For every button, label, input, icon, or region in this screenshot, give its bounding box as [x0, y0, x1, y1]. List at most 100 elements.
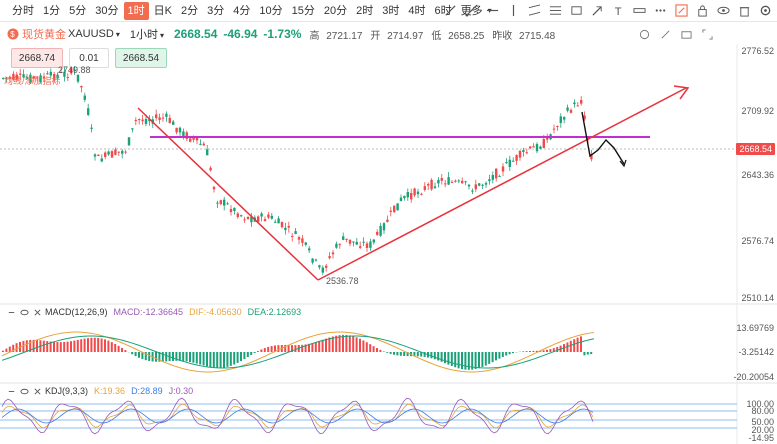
- macd-histogram-bar: [372, 346, 375, 352]
- candle-body: [127, 137, 131, 146]
- candle-body: [457, 180, 460, 182]
- candle-body: [29, 74, 32, 83]
- j-label: J:: [168, 386, 176, 396]
- timeframe-1[interactable]: 1分: [43, 4, 61, 17]
- sync-icon[interactable]: [637, 27, 652, 42]
- settings-icon[interactable]: [758, 3, 773, 18]
- candle-body: [124, 151, 127, 153]
- macd-histogram-bar: [131, 352, 134, 355]
- macd-histogram-bar: [342, 334, 344, 352]
- candle-body: [518, 150, 522, 158]
- dea-label: DEA:: [247, 307, 269, 317]
- macd-histogram-bar: [478, 352, 480, 369]
- quantity-input[interactable]: 0.01: [69, 48, 109, 68]
- macd-histogram-bar: [2, 350, 4, 352]
- buy-price-button[interactable]: 2668.54: [115, 48, 167, 68]
- candle-body: [76, 74, 80, 82]
- timeframe-14[interactable]: 4时: [408, 4, 426, 17]
- candle-body: [32, 76, 35, 79]
- macd-histogram-bar: [97, 337, 100, 352]
- ray-tool-icon[interactable]: [464, 3, 479, 18]
- collapse-icon[interactable]: [6, 386, 16, 396]
- close-icon[interactable]: [32, 307, 42, 317]
- more-tools-icon[interactable]: [653, 3, 668, 18]
- arrow-tool-icon[interactable]: [590, 3, 605, 18]
- trendline-tool-icon[interactable]: [443, 3, 458, 18]
- lock-icon[interactable]: [695, 3, 710, 18]
- edit-icon[interactable]: [674, 3, 689, 18]
- fullscreen-icon[interactable]: [700, 27, 715, 42]
- delete-icon[interactable]: [737, 3, 752, 18]
- hline-tool-icon[interactable]: [485, 3, 500, 18]
- indicator-hint[interactable]: 均线/添加指标: [4, 76, 61, 86]
- timeframe-10[interactable]: 15分: [291, 4, 315, 17]
- timeframe-2[interactable]: 5分: [69, 4, 87, 17]
- screenshot-icon[interactable]: [679, 27, 694, 42]
- candle-body: [223, 199, 226, 206]
- interval-dropdown[interactable]: 1小时 ▾: [130, 26, 164, 42]
- text-tool-icon[interactable]: T: [611, 3, 626, 18]
- compare-icon[interactable]: [658, 27, 673, 42]
- candle-body: [257, 216, 260, 222]
- timeframe-9[interactable]: 10分: [259, 4, 283, 17]
- timeframe-3[interactable]: 30分: [95, 4, 119, 17]
- timeframe-11[interactable]: 20分: [323, 4, 348, 17]
- macd-value: -12.36645: [142, 307, 184, 317]
- vline-tool-icon[interactable]: [506, 3, 521, 18]
- fib-tool-icon[interactable]: [548, 3, 563, 18]
- candle-body: [464, 181, 467, 183]
- timeframe-12[interactable]: 2时: [356, 4, 374, 17]
- candle-body: [63, 71, 66, 77]
- candle-body: [396, 203, 399, 211]
- gold-symbol-icon: $: [7, 28, 19, 40]
- high-value: 2721.17: [326, 30, 363, 42]
- macd-histogram-bar: [284, 344, 287, 352]
- sell-price-button[interactable]: 2668.74: [11, 48, 63, 68]
- macd-histogram-bar: [437, 352, 440, 361]
- close-icon[interactable]: [32, 386, 42, 396]
- low-marker-label: 2536.78: [326, 276, 359, 286]
- macd-histogram-bar: [556, 346, 559, 352]
- candle-body: [212, 186, 216, 190]
- candle-body: [73, 69, 76, 72]
- macd-pane: [1, 331, 595, 373]
- last-price: 2668.54: [174, 27, 218, 41]
- symbol-name[interactable]: 现货黄金: [22, 29, 66, 41]
- collapse-icon[interactable]: [6, 307, 16, 317]
- macd-histogram-bar: [158, 352, 161, 362]
- timeframe-4[interactable]: 1时: [123, 1, 149, 20]
- candle-body: [338, 244, 341, 246]
- candle-body: [529, 146, 532, 149]
- candle-body: [172, 121, 175, 125]
- timeframe-8[interactable]: 4分: [233, 4, 251, 17]
- channel-tool-icon[interactable]: [527, 3, 542, 18]
- symbol-code-dropdown[interactable]: XAUUSD ▾: [68, 28, 120, 40]
- candle-body: [297, 237, 301, 240]
- eye-icon[interactable]: [19, 386, 29, 396]
- timeframe-0[interactable]: 分时: [12, 4, 34, 17]
- macd-histogram-bar: [352, 336, 355, 352]
- price-chart[interactable]: [0, 44, 777, 444]
- timeframe-13[interactable]: 3时: [382, 4, 400, 17]
- candle-body: [488, 179, 491, 182]
- macd-axis-tick: -20.20054: [733, 372, 774, 382]
- macd-histogram-bar: [117, 345, 120, 352]
- macd-histogram-bar: [508, 352, 511, 355]
- macd-histogram-bar: [471, 352, 474, 370]
- ruler-tool-icon[interactable]: [632, 3, 647, 18]
- macd-histogram-bar: [406, 352, 409, 357]
- macd-histogram-bar: [223, 352, 225, 368]
- eye-icon[interactable]: [716, 3, 731, 18]
- candle-body: [42, 76, 46, 79]
- macd-histogram-bar: [552, 348, 555, 352]
- rectangle-tool-icon[interactable]: [569, 3, 584, 18]
- eye-icon[interactable]: [19, 307, 29, 317]
- timeframe-7[interactable]: 3分: [207, 4, 225, 17]
- macd-histogram-bar: [369, 344, 372, 352]
- macd-histogram-bar: [155, 352, 157, 362]
- timeframe-5[interactable]: 日K: [153, 4, 172, 17]
- candle-body: [440, 178, 443, 181]
- timeframe-6[interactable]: 2分: [180, 4, 199, 17]
- candle-body: [80, 85, 83, 88]
- macd-histogram-bar: [576, 337, 579, 352]
